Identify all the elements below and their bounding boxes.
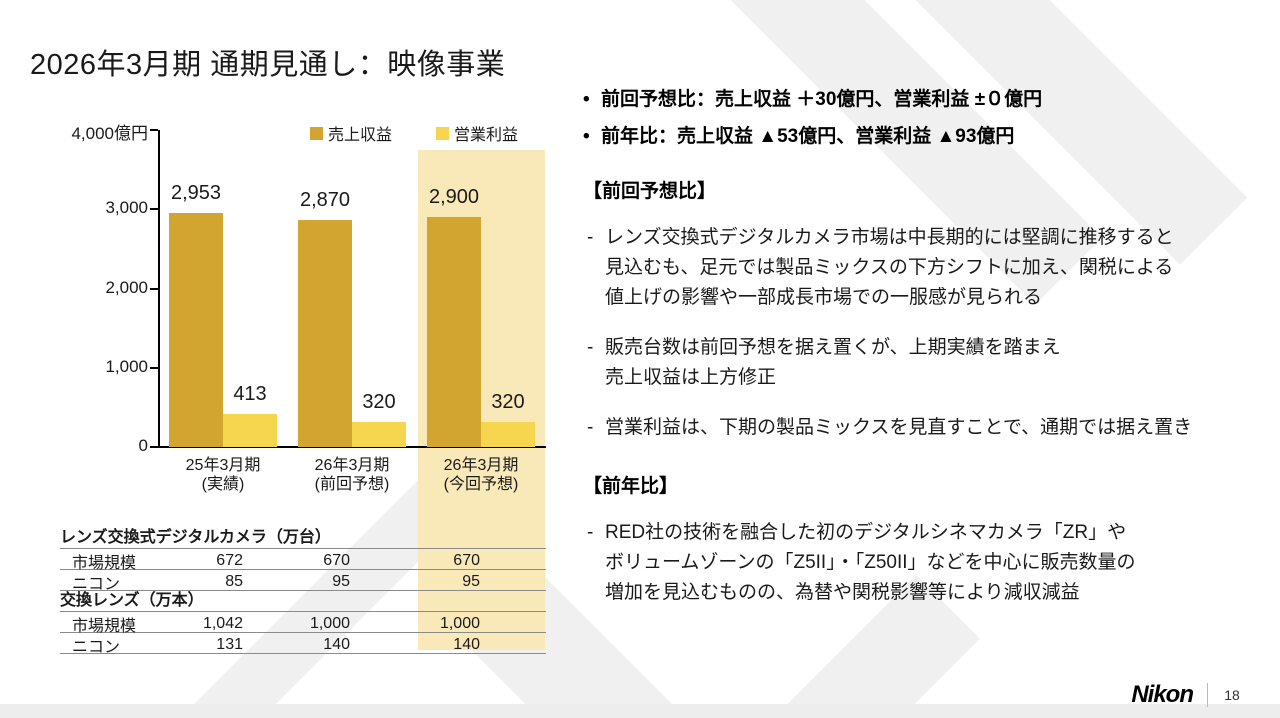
page-title: 2026年3月期 通期見通し：映像事業 <box>30 49 506 82</box>
table-row: ニコン 131 140 140 <box>60 633 546 656</box>
detail-item: 販売台数は前回予想を据え置くが、上期実績を踏まえ 売上収益は上方修正 <box>583 333 1259 393</box>
operating-profit-bar <box>223 414 277 447</box>
x-axis <box>158 446 546 448</box>
row-label: ニコン <box>72 639 121 656</box>
cell-value: 95 <box>332 573 350 590</box>
cell-value: 1,000 <box>309 615 350 632</box>
section-heading: 【前回予想比】 <box>583 181 717 202</box>
table-row: 市場規模 1,042 1,000 1,000 <box>60 612 546 635</box>
bar-value-label: 2,953 <box>170 182 222 204</box>
table-section-header: 交換レンズ（万本） <box>60 591 546 612</box>
bar-value-label: 413 <box>233 383 267 405</box>
cell-value: 140 <box>453 636 480 653</box>
legend-item-revenue: 売上収益 <box>310 121 392 145</box>
market-data-table: レンズ交換式デジタルカメラ（万台） 市場規模 672 670 670 ニコン 85 95 95 交… <box>60 528 546 656</box>
y-tick-mark <box>150 366 158 369</box>
y-tick-mark <box>150 129 158 131</box>
cell-value: 95 <box>462 573 480 590</box>
revenue-bar <box>298 220 352 447</box>
section-heading: 【前年比】 <box>583 476 679 497</box>
y-tick-label: 4,000億円 <box>71 124 148 143</box>
footer-divider <box>1207 683 1208 707</box>
row-label: 市場規模 <box>72 618 137 635</box>
x-category-label: 26年3月期 (前回予想) <box>314 457 390 493</box>
nikon-logo: Nikon <box>1131 681 1194 708</box>
y-tick-mark <box>150 446 158 448</box>
y-axis <box>158 130 160 448</box>
operating-profit-bar <box>481 422 535 447</box>
cell-value: 1,042 <box>202 615 243 632</box>
summary-bullet: 前回予想比：売上収益 ＋30億円、営業利益 ±０億円 <box>583 88 1259 111</box>
row-label: 市場規模 <box>72 555 137 572</box>
y-tick-mark <box>150 287 158 290</box>
y-tick-label: 3,000 <box>105 198 148 218</box>
table-section-header: レンズ交換式デジタルカメラ（万台） <box>60 528 546 549</box>
table-row: 市場規模 672 670 670 <box>60 549 546 572</box>
y-tick-label: 2,000 <box>105 277 148 297</box>
bar-value-label: 2,870 <box>299 189 351 211</box>
cell-value: 670 <box>453 552 480 569</box>
commentary-panel: 前回予想比：売上収益 ＋30億円、営業利益 ±０億円前年比：売上収益 ▲53億円… <box>583 88 1259 628</box>
legend-swatch-icon <box>310 126 323 140</box>
y-tick-label: 0 <box>138 436 148 455</box>
cell-value: 85 <box>225 573 243 590</box>
legend-label: 営業利益 <box>454 127 519 144</box>
cell-value: 670 <box>323 552 350 569</box>
table-row: ニコン 85 95 95 <box>60 570 546 593</box>
legend-swatch-icon <box>436 126 449 140</box>
footer: Nikon 18 <box>1131 681 1242 709</box>
bar-value-label: 320 <box>362 391 396 413</box>
operating-profit-bar <box>352 422 406 447</box>
revenue-bar <box>169 213 223 447</box>
detail-item: RED社の技術を融合した初のデジタルシネマカメラ「ZR」や ボリュームゾーンの「… <box>583 518 1259 608</box>
footer-strip <box>0 704 1280 718</box>
cell-value: 672 <box>216 552 243 569</box>
bar-value-label: 2,900 <box>428 186 480 208</box>
y-tick-label: 1,000 <box>105 356 148 376</box>
x-category-label: 25年3月期 (実績) <box>185 457 261 493</box>
detail-item: 営業利益は、下期の製品ミックスを見直すことで、通期では据え置き <box>583 413 1259 443</box>
detail-item: レンズ交換式デジタルカメラ市場は中長期的には堅調に推移すると 見込むも、足元では… <box>583 223 1259 313</box>
summary-bullet: 前年比：売上収益 ▲53億円、営業利益 ▲93億円 <box>583 125 1259 148</box>
page-number: 18 <box>1224 687 1240 703</box>
x-category-label: 26年3月期 (今回予想) <box>443 457 519 493</box>
bar-value-label: 320 <box>491 391 525 413</box>
legend-label: 売上収益 <box>328 127 393 144</box>
cell-value: 140 <box>323 636 350 653</box>
cell-value: 131 <box>216 636 243 653</box>
y-tick-mark <box>150 208 158 211</box>
cell-value: 1,000 <box>439 615 480 632</box>
revenue-bar <box>427 217 481 447</box>
legend-item-operating-profit: 営業利益 <box>436 121 518 145</box>
row-label: ニコン <box>72 576 121 593</box>
